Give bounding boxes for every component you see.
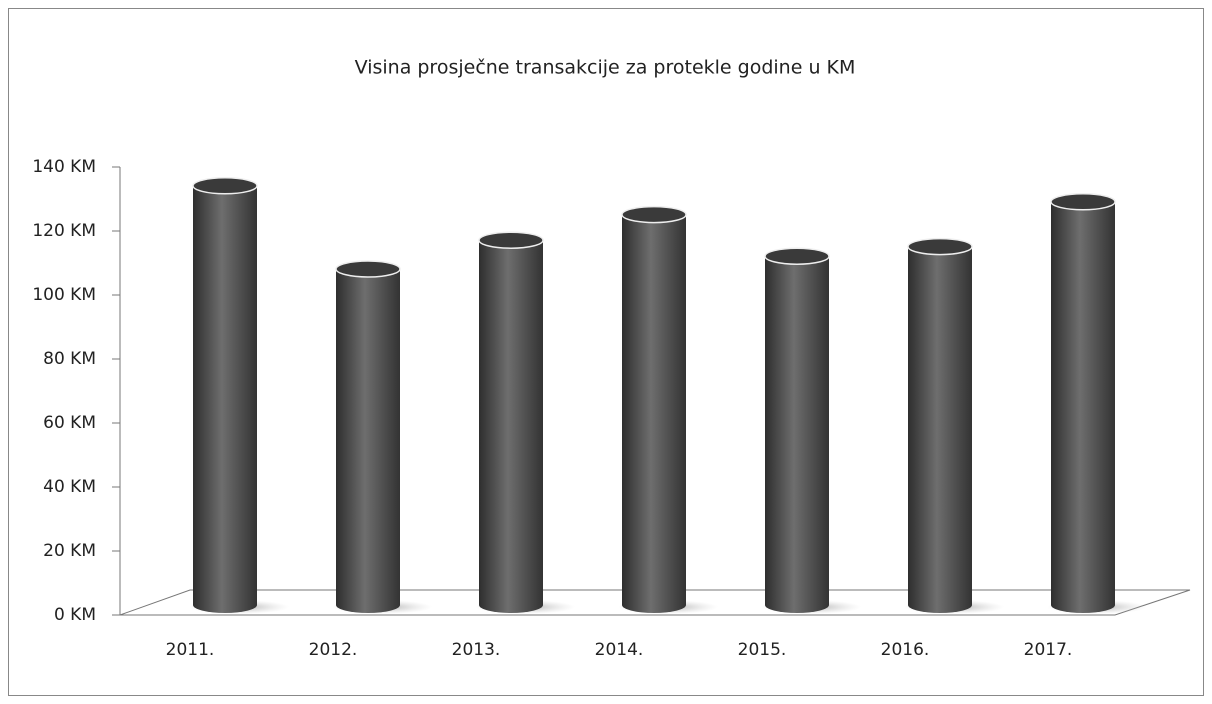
bar [765, 256, 829, 613]
x-tick-label: 2014. [595, 640, 644, 660]
x-tick-label: 2012. [309, 640, 358, 660]
x-tick-label: 2011. [166, 640, 215, 660]
y-tick-label: 140 KM [32, 157, 96, 177]
bar-top [621, 205, 687, 224]
x-tick-label: 2015. [738, 640, 787, 660]
bar-top [907, 237, 973, 256]
bar [336, 269, 400, 613]
y-tick-label: 40 KM [43, 477, 96, 497]
bar-top [335, 260, 401, 278]
y-tick-label: 20 KM [43, 541, 96, 561]
chart-title: Visina prosječne transakcije za protekle… [355, 57, 856, 79]
bar-top [192, 177, 258, 195]
y-tick-label: 120 KM [32, 221, 96, 241]
bar [479, 240, 543, 613]
x-tick-label: 2017. [1024, 640, 1073, 660]
y-tick-label: 100 KM [32, 285, 96, 305]
bar [1051, 201, 1115, 614]
bar-top [478, 231, 544, 249]
bar-top [764, 247, 830, 265]
y-tick-label: 60 KM [43, 413, 96, 433]
x-tick-label: 2016. [881, 640, 930, 660]
bar-top [1050, 193, 1116, 211]
y-tick-label: 80 KM [43, 349, 96, 369]
y-tick-label: 0 KM [54, 605, 96, 625]
bar [908, 246, 972, 613]
bar [193, 185, 257, 614]
x-tick-label: 2013. [452, 640, 501, 660]
bar [622, 214, 686, 613]
